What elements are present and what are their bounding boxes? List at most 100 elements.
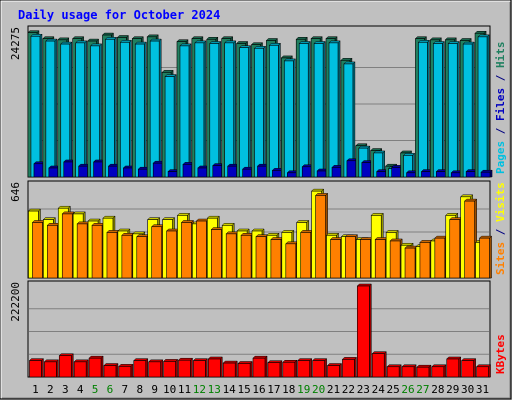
x-tick-label: 23: [357, 383, 370, 396]
x-tick-label: 22: [342, 383, 355, 396]
bar-sites: [389, 240, 401, 279]
bar-visits-top: [206, 215, 220, 219]
bar-sites-top: [195, 218, 209, 222]
bar-files-side: [158, 38, 162, 178]
bar-pages: [152, 162, 163, 178]
bar-files: [224, 42, 234, 178]
bar-sites: [47, 225, 58, 279]
bar-pages: [63, 161, 74, 178]
bar-sites: [419, 242, 431, 279]
bar-pages: [480, 171, 491, 178]
bar-visits-top: [161, 217, 176, 220]
bar-sites: [121, 234, 133, 279]
bar-files: [134, 43, 145, 178]
bar-kbytes-side: [190, 357, 193, 378]
bar-files-side: [69, 41, 73, 178]
bar-pages: [123, 167, 133, 178]
bar-kbytes: [252, 357, 266, 378]
bar-pages: [421, 171, 431, 178]
bar-pages: [257, 165, 267, 178]
bar-pages: [465, 171, 476, 178]
bar-sites: [300, 232, 312, 279]
x-tick-label: 29: [446, 383, 459, 396]
bar-sites-top: [344, 234, 359, 237]
bar-sites-top: [106, 230, 120, 233]
bar-files: [179, 45, 190, 178]
bar-sites-top: [151, 224, 165, 227]
bar-kbytes: [386, 366, 400, 378]
bar-sites-top: [478, 235, 493, 239]
bar-kbytes-side: [100, 355, 104, 378]
x-tick-label: 13: [208, 383, 221, 396]
bar-pages: [33, 163, 44, 178]
bar-sites: [479, 237, 490, 279]
bar-files-side: [129, 39, 132, 178]
x-tick-label: 9: [151, 383, 158, 396]
panel-hits-files-pages: 24275 Pages / Files / Hits: [9, 25, 507, 178]
x-tick-label: 2: [47, 383, 54, 396]
bar-sites: [76, 223, 88, 279]
bar-kbytes-side: [249, 360, 253, 378]
x-tick-label: 12: [193, 383, 206, 396]
bar-kbytes: [416, 366, 430, 378]
bar-kbytes: [371, 353, 385, 378]
bar-sites: [32, 222, 43, 279]
x-tick-label: 24: [372, 383, 386, 396]
bar-kbytes-side: [71, 353, 74, 378]
x-tick-label: 25: [387, 383, 400, 396]
x-tick-label: 21: [327, 383, 340, 396]
legend-part: /: [494, 121, 507, 141]
bar-kbytes-side: [85, 359, 89, 378]
bar-sites: [285, 243, 297, 279]
bar-pages: [137, 168, 148, 178]
bar-kbytes: [148, 361, 161, 378]
bar-files-top: [164, 74, 177, 77]
bar-visits-top: [42, 217, 56, 220]
bar-kbytes-side: [220, 356, 223, 378]
bar-sites: [360, 239, 371, 279]
bar-pages: [331, 167, 342, 178]
bar-kbytes: [58, 355, 72, 378]
bar-sites-top: [434, 235, 448, 239]
bar-kbytes: [73, 361, 87, 378]
bar-kbytes-top: [341, 357, 358, 360]
y-max-label: 222200: [9, 282, 22, 322]
bar-sites: [106, 232, 118, 279]
bar-pages: [242, 168, 252, 178]
bar-visits-top: [57, 205, 71, 209]
bar-files-side: [99, 43, 102, 178]
bar-sites: [434, 237, 446, 279]
bar-sites: [449, 219, 461, 279]
legend-part: KBytes: [494, 334, 507, 374]
bar-sites-top: [76, 221, 90, 225]
bar-kbytes: [103, 365, 117, 378]
x-tick-label: 16: [252, 383, 265, 396]
bar-files: [313, 43, 324, 178]
bar-sites-top: [389, 238, 403, 242]
bar-kbytes: [282, 361, 296, 378]
y-max-label: 24275: [9, 27, 22, 60]
bar-files: [433, 43, 443, 178]
x-tick-label: 28: [431, 383, 444, 396]
x-tick-label: 1: [32, 383, 39, 396]
bar-pages: [301, 166, 312, 178]
bar-kbytes: [357, 285, 370, 378]
bar-files-side: [114, 36, 117, 178]
bar-pages: [406, 172, 416, 178]
bar-files-side: [173, 73, 177, 178]
bar-pages: [450, 172, 461, 178]
series-legend-label: Pages / Files / Hits: [494, 42, 507, 175]
bar-sites-top: [136, 234, 150, 237]
bar-pages: [93, 161, 103, 178]
bar-kbytes: [461, 360, 474, 378]
bar-files: [45, 40, 56, 178]
bar-kbytes-side: [175, 358, 178, 378]
bar-pages: [197, 167, 208, 178]
bar-sites-top: [464, 198, 478, 202]
x-tick-label: 17: [267, 383, 280, 396]
bar-files: [60, 43, 71, 178]
bar-pages: [391, 167, 401, 178]
bar-visits-top: [311, 188, 325, 192]
